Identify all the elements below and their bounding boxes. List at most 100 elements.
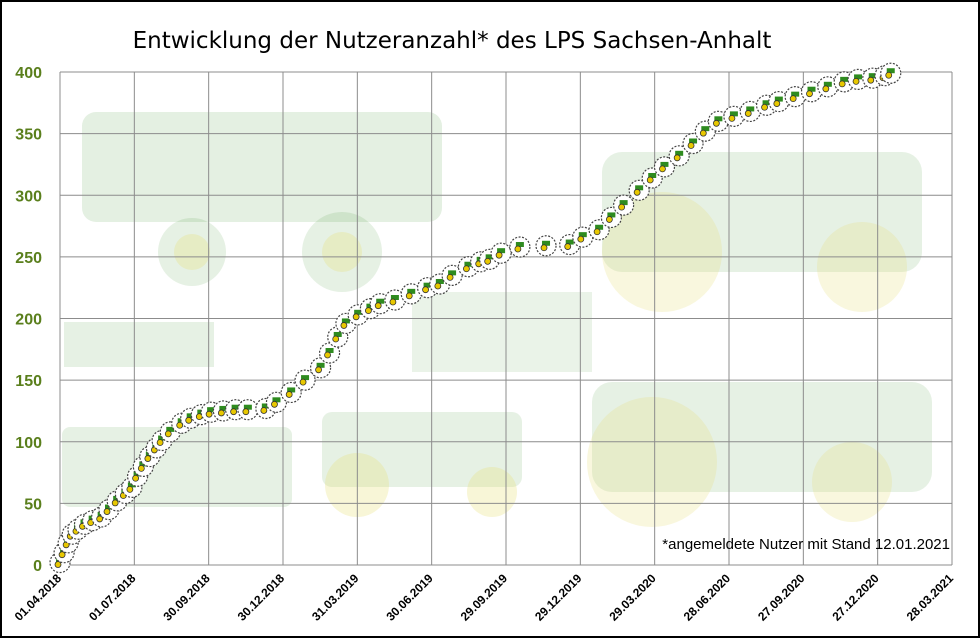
tractor-wheel-icon: [156, 439, 164, 446]
tractor-icon: [219, 405, 228, 411]
tractor-wheel-icon: [789, 95, 797, 103]
data-point-tractor-marker: [600, 206, 622, 229]
tractor-wheel-icon: [271, 400, 278, 408]
tractor-wheel-icon: [422, 286, 429, 294]
x-tick-label: 28.03.2021: [904, 571, 957, 624]
tractor-icon: [316, 362, 325, 368]
tractor-wheel-icon: [260, 407, 268, 414]
tractor-wheel-icon: [96, 515, 104, 523]
tractor-icon: [689, 138, 698, 144]
tractor-icon: [714, 116, 723, 122]
data-point-tractor-marker: [628, 179, 650, 201]
y-tick-label: 250: [15, 250, 42, 267]
data-point-tractor-marker: [237, 399, 259, 421]
tractor-icon: [186, 413, 195, 419]
tractor-wheel-icon: [838, 80, 846, 88]
annotation-note: *angemeldete Nutzer mit Stand 12.01.2021: [662, 536, 950, 553]
data-point-tractor-marker: [847, 68, 869, 90]
tractor-wheel-icon: [315, 366, 322, 374]
tractor-icon: [660, 161, 669, 167]
tractor-icon: [341, 318, 350, 324]
y-tick-label: 350: [15, 127, 42, 144]
tractor-wheel-icon: [514, 245, 522, 253]
tractor-wheel-icon: [605, 216, 613, 223]
tractor-wheel-icon: [564, 243, 572, 250]
tractor-wheel-icon: [58, 551, 66, 559]
tractor-wheel-icon: [230, 408, 238, 416]
x-tick-label: 28.06.2020: [681, 571, 734, 624]
tractor-wheel-icon: [446, 273, 454, 281]
data-point-tractor-marker: [653, 156, 676, 178]
series-nutzer: [49, 62, 902, 574]
tractor-icon: [515, 242, 524, 248]
tractor-wheel-icon: [126, 485, 134, 493]
tractor-wheel-icon: [463, 265, 470, 273]
tractor-wheel-icon: [242, 408, 250, 416]
tractor-icon: [287, 387, 296, 393]
tractor-wheel-icon: [103, 508, 111, 515]
tractor-icon: [840, 76, 849, 82]
tractor-icon: [762, 100, 771, 106]
tractor-wheel-icon: [54, 561, 62, 568]
tractor-wheel-icon: [867, 76, 875, 84]
tractor-icon: [261, 403, 270, 409]
data-point-tractor-marker: [535, 235, 557, 257]
tractor-icon: [595, 224, 604, 230]
x-tick-label: 27.09.2020: [755, 571, 808, 624]
tractor-icon: [272, 397, 281, 403]
tractor-wheel-icon: [374, 302, 382, 310]
tractor-wheel-icon: [699, 129, 707, 137]
data-point-tractor-marker: [880, 62, 902, 84]
data-point-tractor-marker: [613, 194, 635, 216]
data-point-tractor-marker: [159, 421, 181, 443]
tractor-wheel-icon: [137, 464, 145, 472]
tractor-icon: [376, 298, 385, 304]
tractor-wheel-icon: [285, 391, 293, 398]
tractor-icon: [791, 91, 800, 97]
tractor-icon: [207, 407, 216, 413]
data-point-tractor-marker: [588, 219, 610, 241]
tractor-wheel-icon: [659, 165, 666, 173]
tractor-icon: [607, 212, 616, 218]
y-tick-label: 400: [15, 65, 42, 82]
tractor-wheel-icon: [324, 351, 331, 359]
tractor-wheel-icon: [744, 110, 752, 117]
x-tick-label: 27.12.2020: [829, 571, 882, 624]
x-tick-label: 31.03.2019: [309, 571, 362, 624]
tractor-icon: [325, 348, 334, 354]
tractor-icon: [497, 248, 506, 254]
tractor-icon: [448, 270, 457, 276]
chart-title: Entwicklung der Nutzeranzahl* des LPS Sa…: [132, 28, 772, 54]
y-axis: 0 50 100 150 200 250 300 350 400: [15, 65, 42, 575]
y-tick-label: 0: [33, 558, 42, 575]
x-tick-label: 29.03.2020: [606, 571, 659, 624]
tractor-icon: [542, 240, 551, 246]
tractor-wheel-icon: [852, 77, 860, 85]
tractor-icon: [807, 86, 816, 92]
tractor-wheel-icon: [144, 455, 152, 462]
tractor-wheel-icon: [806, 90, 813, 98]
tractor-icon: [729, 111, 738, 117]
tractor-wheel-icon: [885, 71, 893, 79]
tractor-wheel-icon: [593, 228, 601, 236]
data-point-tractor-marker: [294, 369, 316, 391]
tractor-wheel-icon: [332, 335, 340, 343]
tractor-icon: [565, 239, 574, 245]
y-tick-label: 200: [15, 312, 42, 329]
data-point-tractor-marker: [265, 391, 288, 413]
tractor-icon: [354, 309, 363, 315]
tractor-wheel-icon: [352, 313, 360, 321]
tractor-icon: [166, 426, 175, 432]
tractor-wheel-icon: [205, 410, 213, 418]
tractor-icon: [464, 261, 473, 267]
tractor-wheel-icon: [217, 409, 225, 417]
x-tick-label: 29.12.2019: [532, 571, 585, 624]
data-point-tractor-marker: [800, 81, 823, 103]
y-tick-label: 150: [15, 373, 42, 390]
tractor-wheel-icon: [299, 378, 307, 386]
tractor-icon: [423, 282, 432, 288]
tractor-icon: [619, 200, 628, 206]
tractor-icon: [746, 106, 755, 112]
tractor-icon: [868, 73, 877, 79]
